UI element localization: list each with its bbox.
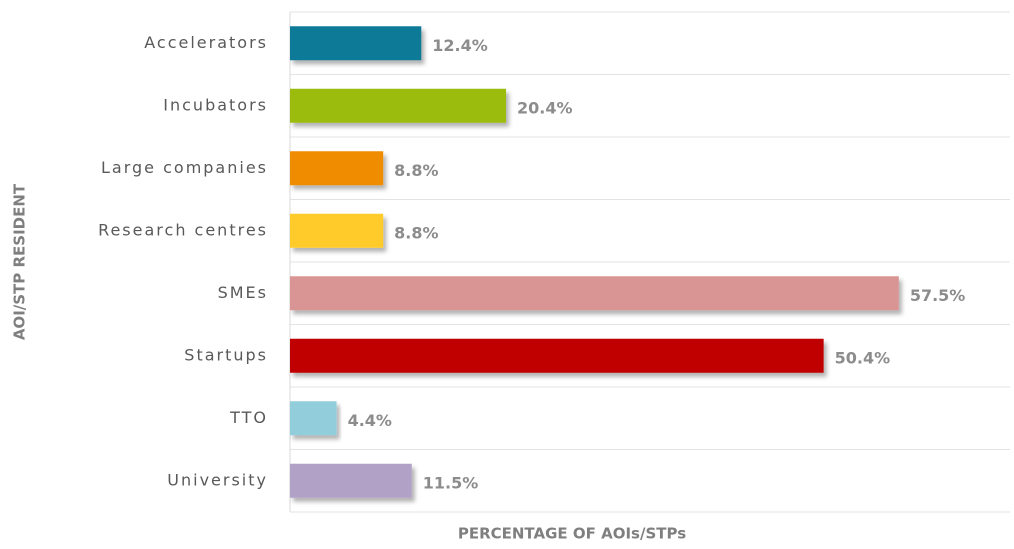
x-axis-title: PERCENTAGE OF AOIs/STPs bbox=[458, 525, 686, 543]
y-tick-label: Research centres bbox=[98, 220, 268, 239]
bar bbox=[290, 401, 337, 436]
y-tick-label: University bbox=[167, 470, 268, 489]
y-tick-label: Startups bbox=[184, 345, 268, 364]
y-tick-label: Large companies bbox=[101, 158, 268, 177]
data-label: 50.4% bbox=[835, 348, 891, 367]
data-label: 12.4% bbox=[432, 36, 488, 55]
y-tick-label: SMEs bbox=[218, 283, 268, 302]
bar bbox=[290, 151, 384, 186]
y-tick-label: Accelerators bbox=[144, 33, 268, 52]
data-label: 20.4% bbox=[517, 98, 573, 117]
y-tick-label: TTO bbox=[229, 408, 268, 427]
bar bbox=[290, 88, 506, 123]
data-label: 57.5% bbox=[910, 286, 966, 305]
bar bbox=[290, 276, 899, 311]
bar bbox=[290, 338, 824, 373]
bar bbox=[290, 213, 384, 248]
bar bbox=[290, 26, 422, 61]
data-label: 8.8% bbox=[394, 223, 438, 242]
data-label: 11.5% bbox=[423, 473, 479, 492]
bar bbox=[290, 463, 412, 498]
data-label: 4.4% bbox=[348, 411, 392, 430]
y-axis-title: AOI/STP RESIDENT bbox=[11, 183, 29, 340]
data-label: 8.8% bbox=[394, 161, 438, 180]
y-tick-label: Incubators bbox=[163, 95, 268, 114]
